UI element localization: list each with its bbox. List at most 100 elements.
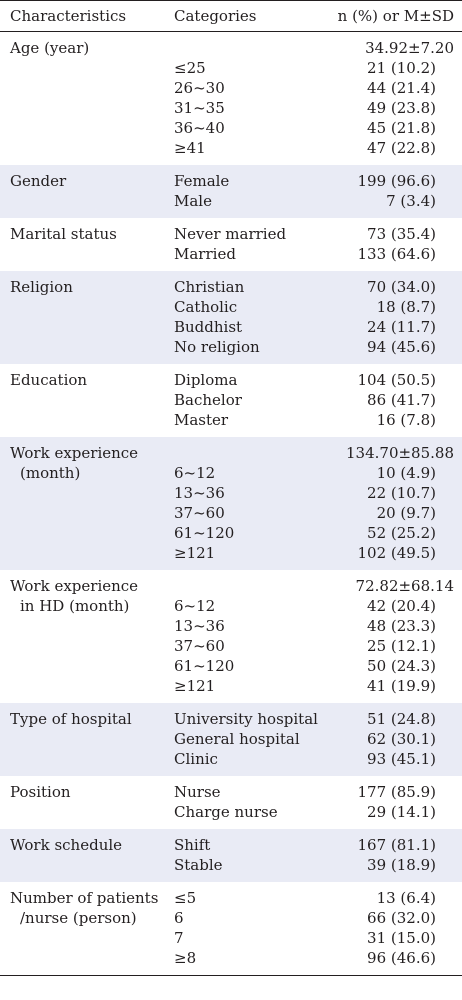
header-value: n (%) or M±SD	[337, 7, 454, 25]
table-row: 26~30 44 (21.4)	[164, 78, 462, 98]
table-row-group: Religion Christian 70 (34.0) Catholic 18 (8.…	[0, 271, 462, 364]
value-cell: 20 (9.7)	[376, 504, 436, 522]
category-cell: 31~35	[174, 99, 225, 117]
characteristic-label: Religion	[10, 278, 73, 296]
category-cell: Nurse	[174, 783, 221, 801]
value-cell: 134.70±85.88	[346, 444, 454, 462]
table-row: ≥121 102 (49.5)	[164, 543, 462, 563]
table-row-group: Education Diploma 104 (50.5) Bachelor 86 (41…	[0, 364, 462, 437]
value-cell: 10 (4.9)	[376, 464, 436, 482]
value-cell: 41 (19.9)	[367, 677, 436, 695]
value-cell: 34.92±7.20	[365, 39, 454, 57]
table-header: Characteristics Categories n (%) or M±SD	[0, 0, 462, 32]
category-cell: General hospital	[174, 730, 300, 748]
value-cell: 22 (10.7)	[367, 484, 436, 502]
table-row: 37~60 20 (9.7)	[164, 503, 462, 523]
table-row: Married 133 (64.6)	[164, 244, 462, 264]
table-row: Diploma 104 (50.5)	[164, 370, 462, 390]
table-row-group: Age (year) 34.92±7.20 ≤25 21 (10.2) 26~30 44 …	[0, 32, 462, 165]
category-cell: University hospital	[174, 710, 318, 728]
characteristic-label: in HD (month)	[20, 597, 130, 615]
table-row-group: Position Nurse 177 (85.9) Charge nurse 29 (1…	[0, 776, 462, 829]
category-cell: Catholic	[174, 298, 238, 316]
category-cell: Diploma	[174, 371, 238, 389]
table-row: 34.92±7.20	[164, 38, 462, 58]
characteristic-label: /nurse (person)	[20, 909, 137, 927]
category-cell: Female	[174, 172, 230, 190]
table-row: 6~12 42 (20.4)	[164, 596, 462, 616]
value-cell: 49 (23.8)	[367, 99, 436, 117]
category-cell: Stable	[174, 856, 223, 874]
category-cell: Charge nurse	[174, 803, 278, 821]
category-cell: 61~120	[174, 524, 235, 542]
table-row: Stable 39 (18.9)	[164, 855, 462, 875]
characteristic-label: Number of patients	[10, 889, 159, 907]
table-row: 6 66 (32.0)	[164, 908, 462, 928]
value-cell: 167 (81.1)	[357, 836, 436, 854]
value-cell: 44 (21.4)	[367, 79, 436, 97]
characteristic-cell: Work experience in HD (month)	[0, 576, 164, 696]
table-row: Catholic 18 (8.7)	[164, 297, 462, 317]
table-row: No religion 94 (45.6)	[164, 337, 462, 357]
table-row: ≤25 21 (10.2)	[164, 58, 462, 78]
value-cell: 31 (15.0)	[367, 929, 436, 947]
characteristic-label: Position	[10, 783, 71, 801]
category-cell: 61~120	[174, 657, 235, 675]
value-cell: 73 (35.4)	[367, 225, 436, 243]
category-cell: Shift	[174, 836, 211, 854]
characteristic-cell: Work experience (month)	[0, 443, 164, 563]
characteristic-cell: Number of patients/nurse (person)	[0, 888, 164, 968]
category-cell: No religion	[174, 338, 260, 356]
table-row: Charge nurse 29 (14.1)	[164, 802, 462, 822]
category-cell: Clinic	[174, 750, 218, 768]
category-cell: Christian	[174, 278, 245, 296]
value-cell: 50 (24.3)	[367, 657, 436, 675]
value-cell: 93 (45.1)	[367, 750, 436, 768]
value-cell: 47 (22.8)	[367, 139, 436, 157]
table-row: Buddhist 24 (11.7)	[164, 317, 462, 337]
value-cell: 86 (41.7)	[367, 391, 436, 409]
value-cell: 133 (64.6)	[357, 245, 436, 263]
table-row: ≥8 96 (46.6)	[164, 948, 462, 968]
table-row-group: Marital status Never married 73 (35.4) Marr…	[0, 218, 462, 271]
value-cell: 48 (23.3)	[367, 617, 436, 635]
category-cell: Male	[174, 192, 212, 210]
table-row: 37~60 25 (12.1)	[164, 636, 462, 656]
category-cell: ≤5	[174, 889, 197, 907]
characteristic-label: Work schedule	[10, 836, 123, 854]
value-cell: 21 (10.2)	[367, 59, 436, 77]
table-row: 61~120 50 (24.3)	[164, 656, 462, 676]
value-cell: 45 (21.8)	[367, 119, 436, 137]
table-row-group: Work experience (month) 134.70±85.88 6~12 10…	[0, 437, 462, 570]
category-cell: 13~36	[174, 617, 225, 635]
table-row: ≤5 13 (6.4)	[164, 888, 462, 908]
table-row: 61~120 52 (25.2)	[164, 523, 462, 543]
category-cell: ≥8	[174, 949, 197, 967]
table-row: Master 16 (7.8)	[164, 410, 462, 430]
table-row-group: Number of patients/nurse (person) ≤5 13 (6…	[0, 882, 462, 975]
characteristic-cell: Work schedule	[0, 835, 164, 875]
characteristic-cell: Position	[0, 782, 164, 822]
category-cell: 26~30	[174, 79, 225, 97]
table-bottom-rule	[0, 975, 462, 976]
characteristic-cell: Religion	[0, 277, 164, 357]
table-row: Never married 73 (35.4)	[164, 224, 462, 244]
category-cell: 6~12	[174, 464, 216, 482]
table-row-group: Type of hospital University hospital 51 (2…	[0, 703, 462, 776]
value-cell: 72.82±68.14	[355, 577, 454, 595]
category-cell: 13~36	[174, 484, 225, 502]
table-row: 7 31 (15.0)	[164, 928, 462, 948]
table-row: Nurse 177 (85.9)	[164, 782, 462, 802]
value-cell: 199 (96.6)	[357, 172, 436, 190]
category-cell: Buddhist	[174, 318, 243, 336]
table-row: 134.70±85.88	[164, 443, 462, 463]
category-cell: 37~60	[174, 637, 225, 655]
table-row: 36~40 45 (21.8)	[164, 118, 462, 138]
value-cell: 13 (6.4)	[376, 889, 436, 907]
value-cell: 42 (20.4)	[367, 597, 436, 615]
characteristic-cell: Marital status	[0, 224, 164, 264]
value-cell: 18 (8.7)	[376, 298, 436, 316]
value-cell: 102 (49.5)	[357, 544, 436, 562]
value-cell: 62 (30.1)	[367, 730, 436, 748]
table-row: Female 199 (96.6)	[164, 171, 462, 191]
